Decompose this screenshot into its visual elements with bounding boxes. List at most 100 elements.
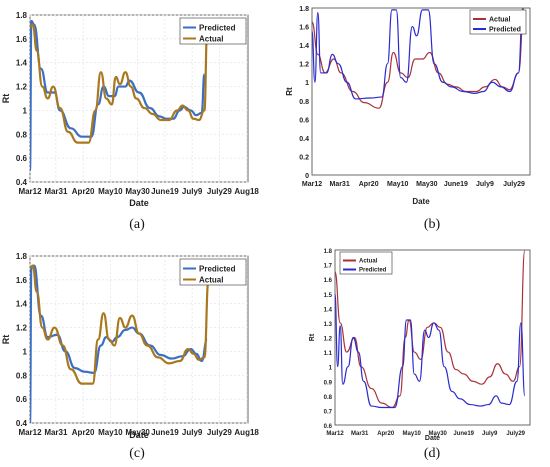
y-tick-label: 1.4: [16, 300, 28, 309]
x-tick-label: Apr20: [359, 181, 379, 188]
x-tick-label: July29: [506, 431, 525, 437]
panel-caption: (c): [129, 446, 145, 461]
x-tick-label: Mar12: [18, 187, 42, 196]
y-tick-label: 1: [329, 366, 333, 372]
y-tick-label: 1: [23, 106, 28, 115]
y-tick-label: 0.4: [299, 136, 309, 143]
legend: Actual Predicted: [469, 9, 527, 35]
y-tick-label: 1.4: [16, 59, 28, 68]
y-tick-label: 1: [23, 347, 28, 356]
x-tick-label: Mar31: [329, 181, 349, 188]
panel-caption: (a): [129, 217, 145, 232]
x-tick-label: Mar12: [326, 431, 344, 437]
panel-caption: (d): [424, 446, 441, 461]
x-tick-label: Apr20: [72, 187, 95, 196]
plot-area: [311, 7, 531, 176]
y-tick-label: 0.7: [324, 409, 333, 415]
y-tick-label: 1.4: [299, 43, 309, 50]
y-tick-label: 1.8: [324, 249, 333, 255]
plot-area: [334, 249, 531, 426]
x-tick-label: May10: [403, 431, 422, 437]
x-tick-label: July9: [182, 187, 203, 196]
y-tick-label: 1.8: [16, 11, 28, 20]
x-tick-label: May10: [98, 428, 123, 437]
legend-label: Predicted: [489, 27, 521, 34]
y-tick-label: 1.3: [324, 322, 333, 328]
y-tick-label: 1.2: [16, 83, 28, 92]
y-axis-label: Rt: [1, 335, 11, 345]
y-tick-label: 1.7: [324, 264, 333, 270]
x-tick-label: June19: [444, 181, 468, 188]
y-tick-label: 1.6: [16, 35, 28, 44]
x-tick-label: Apr20: [377, 431, 395, 437]
chart-panel-b: 0 0.2 0.4 0.6 0.8 1 1.2 1.4 1.6 1.8 Mar12 Mar31 Apr2…: [285, 6, 531, 232]
x-tick-label: July29: [503, 181, 525, 188]
x-tick-label: June19: [151, 428, 179, 437]
series-line-predicted: [312, 8, 524, 100]
y-tick-label: 1.8: [16, 252, 28, 261]
x-tick-label: July9: [476, 181, 494, 188]
y-axis-label: Rt: [285, 87, 294, 96]
x-tick-label: May10: [98, 187, 123, 196]
x-tick-label: July9: [182, 428, 203, 437]
y-tick-label: 0.2: [299, 154, 309, 161]
y-tick-label: 0.8: [299, 99, 309, 106]
series-line-actual: [30, 23, 209, 144]
y-tick-label: 1.5: [324, 293, 333, 299]
legend-label: Actual: [199, 35, 223, 44]
series-line-predicted: [30, 19, 206, 172]
series-line-predicted: [335, 293, 526, 409]
y-tick-label: 1.2: [299, 62, 309, 69]
y-tick-label: 0: [305, 173, 309, 180]
x-tick-label: July29: [207, 187, 232, 196]
legend-box: [179, 17, 247, 45]
y-tick-label: 0.6: [16, 395, 28, 404]
legend-label: Predicted: [359, 268, 387, 274]
y-tick-label: 1.8: [299, 6, 309, 13]
y-tick-label: 1.2: [16, 324, 28, 333]
legend: Predicted Actual: [179, 17, 247, 45]
legend-label: Predicted: [199, 265, 236, 274]
x-tick-label: Mar31: [351, 431, 369, 437]
x-axis-label: Date: [412, 197, 430, 206]
chart-panel-a: 0.4 0.6 0.8 1 1.2 1.4 1.6 1.8 Mar12 Mar31 Apr20 May…: [1, 11, 259, 232]
y-tick-label: 1.1: [324, 351, 333, 357]
x-tick-label: Mar31: [44, 187, 68, 196]
y-tick-label: 0.6: [16, 154, 28, 163]
x-tick-label: Mar31: [44, 428, 68, 437]
y-tick-label: 1.4: [324, 307, 333, 313]
y-tick-label: 0.4: [16, 178, 28, 187]
legend-label: Actual: [359, 259, 378, 265]
y-tick-label: 1.6: [16, 276, 28, 285]
legend-label: Actual: [199, 276, 223, 285]
legend: Actual Predicted: [339, 251, 393, 275]
x-tick-label: May10: [387, 181, 409, 188]
legend-label: Predicted: [199, 24, 236, 33]
legend: Predicted Actual: [179, 258, 247, 286]
x-axis-label: Date: [425, 435, 440, 442]
x-tick-label: May30: [416, 181, 438, 188]
y-tick-label: 0.9: [324, 380, 333, 386]
x-tick-label: July9: [482, 431, 498, 437]
y-tick-label: 0.8: [16, 371, 28, 380]
y-tick-label: 1.6: [324, 278, 333, 284]
y-tick-label: 0.8: [324, 395, 333, 401]
y-tick-label: 1: [305, 80, 309, 87]
x-tick-label: June19: [151, 187, 179, 196]
y-tick-label: 0.6: [299, 117, 309, 124]
series-line-actual: [30, 264, 210, 385]
chart-panel-d: 0.6 0.7 0.8 0.9 1 1.1 1.2 1.3 1.4 1.5 1.6 1.7 1.8 Mar…: [309, 249, 531, 461]
y-tick-label: 0.6: [324, 424, 333, 430]
y-tick-label: 0.8: [16, 130, 28, 139]
y-tick-label: 1.2: [324, 337, 333, 343]
x-tick-label: May30: [125, 428, 150, 437]
x-tick-label: Apr20: [72, 428, 95, 437]
x-axis-label: Date: [129, 198, 149, 208]
legend-label: Actual: [489, 17, 510, 24]
y-axis-label: Rt: [1, 94, 11, 104]
x-tick-label: May30: [429, 431, 448, 437]
x-tick-label: Aug18: [234, 428, 259, 437]
x-tick-label: Mar12: [302, 181, 322, 188]
